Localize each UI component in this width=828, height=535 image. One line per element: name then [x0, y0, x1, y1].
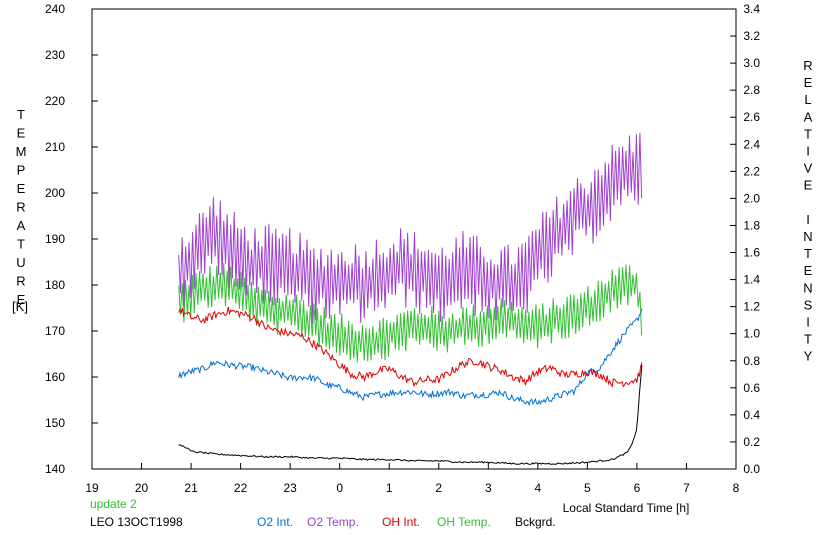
right-tick-label: 0.2 [743, 435, 760, 449]
x-tick-label: 20 [135, 481, 149, 495]
left-tick-label: 160 [45, 370, 65, 384]
left-tick-label: 180 [45, 278, 65, 292]
right-tick-label: 1.4 [743, 273, 760, 287]
x-tick-label: 2 [435, 481, 442, 495]
x-axis-label: Local Standard Time [h] [563, 501, 690, 515]
axis-title-letter: T [804, 246, 812, 261]
axis-title-letter: T [804, 126, 812, 141]
axis-title-letter: A [804, 109, 813, 124]
right-tick-label: 1.8 [743, 218, 760, 232]
x-tick-label: 6 [634, 481, 641, 495]
axis-title-letter: N [803, 280, 812, 295]
axis-title-letter: T [17, 107, 25, 122]
x-tick-label: 21 [184, 481, 198, 495]
axis-title-letter: I [806, 212, 810, 227]
series-line-oh-int [178, 306, 643, 388]
right-axis-ticks: 0.0 0.2 0.4 0.6 0.8 1.0 1.2 1.4 1.6 1.8 2.0 2.2 2.4 2… [730, 2, 760, 476]
right-tick-label: 0.8 [743, 354, 760, 368]
x-tick-label: 19 [85, 481, 99, 495]
left-tick-label: 190 [45, 232, 65, 246]
right-tick-label: 2.0 [743, 191, 760, 205]
series-line-o2-temp [178, 132, 643, 324]
update-label: update 2 [90, 497, 137, 511]
left-tick-label: 150 [45, 416, 65, 430]
legend-item: OH Int. [382, 515, 420, 529]
axis-title-letter: U [16, 255, 25, 270]
x-tick-label: 23 [283, 481, 297, 495]
x-tick-label: 5 [584, 481, 591, 495]
right-tick-label: 1.6 [743, 246, 760, 260]
x-tick-label: 0 [336, 481, 343, 495]
left-tick-label: 230 [45, 48, 65, 62]
axis-title-letter: M [16, 144, 27, 159]
series-line-o2-int [178, 308, 643, 407]
x-axis-ticks: 19 20 21 22 23 0 1 2 3 4 5 6 7 8 [85, 463, 740, 495]
axis-title-letter: A [17, 218, 26, 233]
axis-title-letter: T [17, 237, 25, 252]
axis-title-letter: L [804, 92, 811, 107]
axis-title-letter: S [804, 297, 813, 312]
right-tick-label: 3.2 [743, 29, 760, 43]
axis-title-letter: E [804, 75, 813, 90]
axis-title-letter: R [16, 200, 25, 215]
legend-item: O2 Int. [257, 515, 293, 529]
axis-title-letter: E [17, 126, 26, 141]
axis-title-letter: R [16, 274, 25, 289]
right-tick-label: 1.0 [743, 327, 760, 341]
left-tick-label: 240 [45, 2, 65, 16]
axis-title-letter: I [806, 315, 810, 330]
axis-title-letter: E [17, 181, 26, 196]
x-tick-label: 22 [234, 481, 248, 495]
axis-title-letter: I [806, 144, 810, 159]
x-tick-label: 7 [683, 481, 690, 495]
right-tick-label: 2.4 [743, 137, 760, 151]
x-tick-label: 8 [733, 481, 740, 495]
right-tick-label: 2.6 [743, 110, 760, 124]
legend: O2 Int. O2 Temp. OH Int. OH Temp. Bckgrd. [257, 515, 556, 529]
legend-item: O2 Temp. [307, 515, 359, 529]
axis-title-letter: N [803, 229, 812, 244]
axis-title-letter: Y [804, 349, 813, 364]
left-axis-ticks: 140 150 160 170 180 190 200 210 220 230 240 [45, 2, 98, 476]
left-tick-label: 210 [45, 140, 65, 154]
legend-item: OH Temp. [437, 515, 491, 529]
left-tick-label: 170 [45, 324, 65, 338]
left-tick-label: 200 [45, 186, 65, 200]
right-tick-label: 1.2 [743, 300, 760, 314]
right-tick-label: 2.8 [743, 83, 760, 97]
axis-title-letter: E [804, 178, 813, 193]
legend-item: Bckgrd. [515, 515, 556, 529]
left-tick-label: 140 [45, 462, 65, 476]
right-tick-label: 2.2 [743, 164, 760, 178]
x-tick-label: 4 [535, 481, 542, 495]
x-tick-label: 3 [485, 481, 492, 495]
x-tick-label: 1 [386, 481, 393, 495]
left-tick-label: 220 [45, 94, 65, 108]
axis-title-letter: R [803, 58, 812, 73]
right-tick-label: 3.0 [743, 56, 760, 70]
axis-title-letter: E [804, 263, 813, 278]
right-tick-label: 0.6 [743, 381, 760, 395]
site-date-label: LEO 13OCT1998 [90, 515, 183, 529]
right-tick-label: 0.0 [743, 462, 760, 476]
axis-title-letter: E [17, 292, 26, 307]
series-line-oh-temp [178, 263, 643, 363]
axis-title-letter: T [804, 332, 812, 347]
axis-title-letter: P [17, 163, 26, 178]
left-axis-unit: [K] [12, 299, 28, 314]
series-line-bckgrd [178, 364, 643, 465]
axis-title-letter: V [804, 161, 813, 176]
series-group [178, 132, 643, 465]
right-tick-label: 0.4 [743, 408, 760, 422]
right-tick-label: 3.4 [743, 2, 760, 16]
